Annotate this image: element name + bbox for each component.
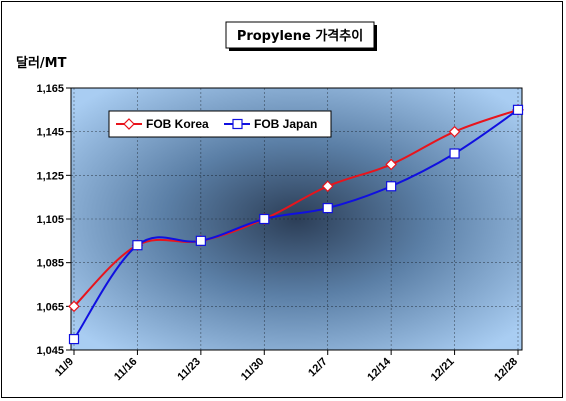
legend-label-fob-japan: FOB Japan — [254, 117, 317, 131]
x-tick-label: 12/14 — [365, 355, 394, 384]
series — [68, 103, 524, 345]
x-tick-label: 11/16 — [112, 356, 140, 384]
data-point-fob-korea — [68, 300, 80, 313]
y-tick-label: 1,045 — [36, 345, 64, 357]
y-tick-label: 1,105 — [36, 214, 64, 226]
legend-label-fob-korea: FOB Korea — [146, 117, 209, 131]
data-point-fob-japan — [68, 333, 80, 345]
y-axis-unit-label: 달러/MT — [16, 55, 67, 71]
y-tick-label: 1,125 — [36, 170, 64, 182]
legend-marker-fob-japan — [232, 118, 243, 130]
data-point-fob-japan — [386, 181, 397, 192]
data-point-fob-japan — [512, 104, 524, 115]
data-point-fob-korea — [448, 125, 461, 138]
x-tick-label: 12/7 — [306, 356, 330, 380]
legend: FOB Korea FOB Japan — [108, 110, 332, 138]
data-point-fob-japan — [259, 213, 270, 225]
data-point-fob-japan — [449, 148, 460, 159]
legend-marker-fob-korea — [123, 118, 135, 130]
y-tick-label: 1,085 — [36, 258, 64, 270]
x-tick-label: 12/28 — [492, 356, 520, 384]
data-point-fob-japan — [195, 235, 206, 246]
x-tick-labels: 11/9 11/16 11/23 11/30 12/7 12/14 12/21 12/28 — [53, 355, 520, 384]
data-point-fob-japan — [132, 240, 143, 251]
data-point-fob-japan — [322, 202, 333, 214]
chart-title: Propylene 가격추이 — [237, 28, 363, 44]
y-tick-label: 1,165 — [36, 83, 64, 95]
y-tick-labels: 1,045 1,065 1,085 1,105 1,125 1,145 1,165 — [36, 83, 64, 357]
legend-box — [108, 110, 332, 138]
y-tick-label: 1,145 — [36, 127, 64, 139]
x-tick-label: 11/23 — [175, 356, 203, 384]
data-point-fob-korea — [385, 158, 397, 171]
y-tick-label: 1,065 — [36, 301, 64, 313]
x-tick-label: 12/21 — [429, 356, 457, 384]
chart-title-box: Propylene 가격추이 — [225, 21, 377, 51]
data-point-fob-korea — [321, 180, 334, 193]
x-tick-label: 11/30 — [239, 356, 267, 384]
x-tick-label: 11/9 — [53, 356, 76, 379]
